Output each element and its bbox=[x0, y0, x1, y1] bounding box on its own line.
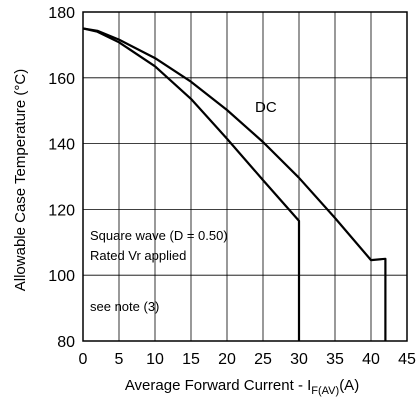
see-note-annotation: see note (3) bbox=[90, 299, 159, 314]
x-tick-label-7: 35 bbox=[326, 351, 344, 368]
y-tick-label-1: 100 bbox=[48, 268, 75, 285]
x-tick-label-9: 45 bbox=[398, 351, 416, 368]
x-tick-label-4: 20 bbox=[218, 351, 236, 368]
x-axis-label-main: Average Forward Current - I bbox=[125, 377, 311, 394]
y-tick-label-3: 140 bbox=[48, 137, 75, 154]
x-tick-label-5: 25 bbox=[254, 351, 272, 368]
y-axis-label: Allowable Case Temperature (°C) bbox=[12, 69, 29, 291]
square-wave-annotation: Square wave (D = 0.50) bbox=[90, 228, 228, 243]
series-line-0 bbox=[82, 27, 387, 341]
x-tick-label-1: 5 bbox=[115, 351, 124, 368]
series-line-1 bbox=[82, 27, 301, 341]
y-tick-label-0: 80 bbox=[57, 334, 75, 351]
plot-frame bbox=[82, 11, 408, 342]
dc-curve-label: DC bbox=[255, 99, 277, 116]
grid bbox=[83, 12, 407, 341]
x-tick-labels: 0 5 10 15 20 25 30 35 40 45 bbox=[79, 351, 416, 368]
x-axis-label-unit: (A) bbox=[339, 377, 359, 394]
y-tick-label-2: 120 bbox=[48, 202, 75, 219]
x-axis-label: Average Forward Current - IF(AV)(A) bbox=[125, 377, 359, 397]
y-tick-labels: 80 100 120 140 160 180 bbox=[48, 5, 75, 351]
x-axis-label-subscript: F(AV) bbox=[311, 385, 339, 397]
x-tick-label-0: 0 bbox=[79, 351, 88, 368]
curves bbox=[82, 27, 387, 341]
x-tick-label-3: 15 bbox=[182, 351, 200, 368]
y-tick-label-5: 180 bbox=[48, 5, 75, 22]
x-tick-label-2: 10 bbox=[146, 351, 164, 368]
x-tick-label-8: 40 bbox=[362, 351, 380, 368]
x-tick-label-6: 30 bbox=[290, 351, 308, 368]
y-tick-label-4: 160 bbox=[48, 71, 75, 88]
rated-vr-annotation: Rated Vr applied bbox=[90, 248, 186, 263]
